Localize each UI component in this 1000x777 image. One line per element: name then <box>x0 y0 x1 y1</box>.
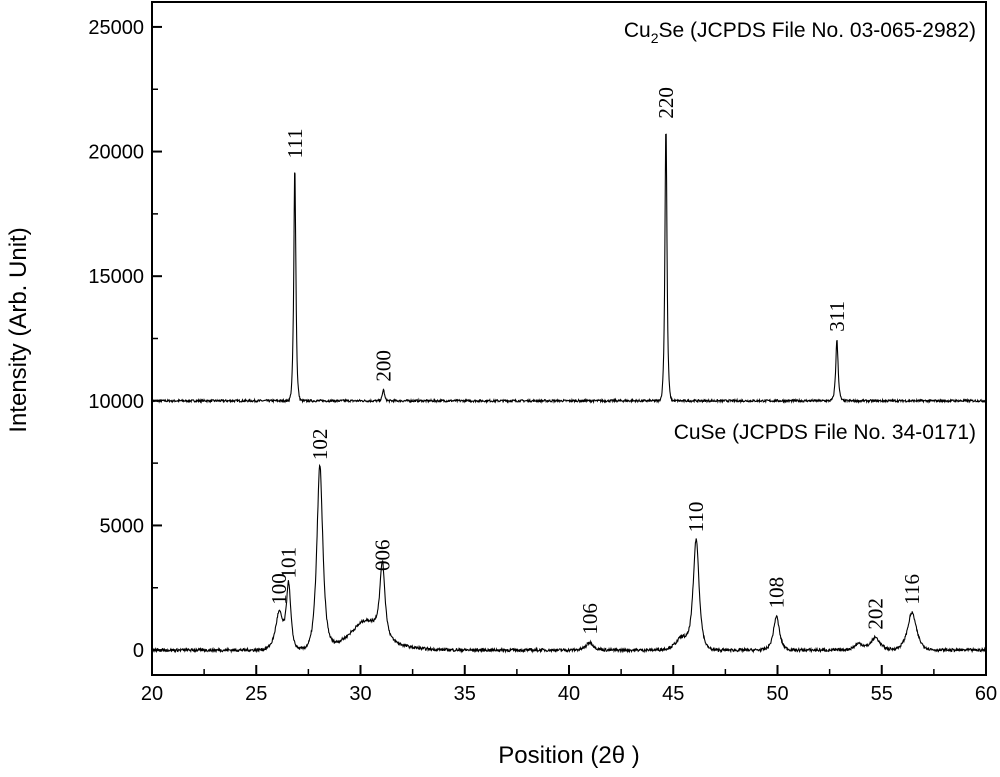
x-tick-label: 45 <box>662 683 684 705</box>
x-tick-label: 25 <box>245 683 267 705</box>
peak-label: 106 <box>578 603 602 635</box>
x-tick-label: 50 <box>766 683 788 705</box>
y-axis-title: Intensity (Arb. Unit) <box>5 227 32 432</box>
y-tick-label: 25000 <box>88 17 144 39</box>
peak-label: 200 <box>371 350 395 382</box>
peak-label: 110 <box>684 502 708 533</box>
peak-label: 116 <box>900 574 924 605</box>
peak-label: 220 <box>654 87 678 119</box>
y-tick-label: 20000 <box>88 142 144 164</box>
series-line-0 <box>151 133 987 405</box>
peak-label: 202 <box>864 598 888 630</box>
y-tick-label: 5000 <box>100 515 145 537</box>
series-title-cuse: CuSe (JCPDS File No. 34-0171) <box>674 421 976 444</box>
peak-label: 100 <box>267 573 291 605</box>
y-tick-label: 15000 <box>88 266 144 288</box>
y-tick-label: 0 <box>133 640 144 662</box>
series-title-cu2se: Cu2Se (JCPDS File No. 03-065-2982) <box>624 19 976 46</box>
plot-frame <box>151 1 987 676</box>
x-tick-label: 20 <box>141 683 163 705</box>
x-tick-label: 60 <box>975 683 997 705</box>
peak-label: 111 <box>283 129 307 159</box>
peak-label: 311 <box>825 301 849 332</box>
peak-label: 006 <box>370 540 394 572</box>
peak-label: 101 <box>277 547 301 579</box>
peak-label: 108 <box>765 577 789 609</box>
x-tick-label: 30 <box>349 683 371 705</box>
x-axis-title: Position (2θ ) <box>498 742 639 769</box>
peak-label: 102 <box>308 429 332 461</box>
x-tick-label: 55 <box>871 683 893 705</box>
y-tick-label: 10000 <box>88 391 144 413</box>
series-line-1 <box>151 463 987 654</box>
x-tick-label: 35 <box>454 683 476 705</box>
x-tick-label: 40 <box>558 683 580 705</box>
